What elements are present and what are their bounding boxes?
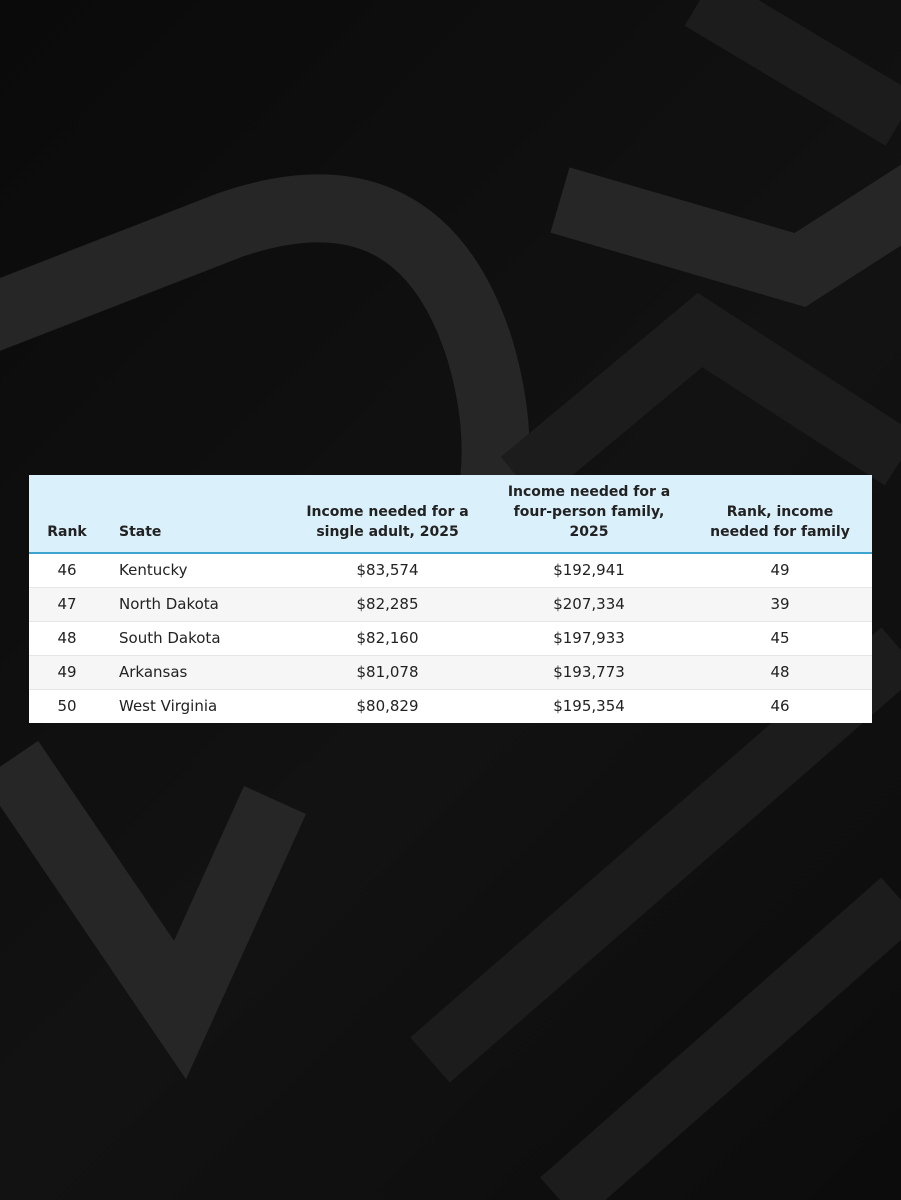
cell-single-adult-income: $83,574 bbox=[356, 561, 419, 580]
cell-family-rank: 39 bbox=[770, 595, 790, 613]
cell-rank: 49 bbox=[57, 663, 77, 681]
background-chevron-right bbox=[550, 164, 901, 307]
background-diagonal-lower bbox=[540, 877, 901, 1200]
cell-single-adult-income: $80,829 bbox=[356, 697, 419, 716]
header-row: Rank State Income needed for a single ad… bbox=[29, 475, 872, 554]
cell-state: Arkansas bbox=[119, 663, 188, 681]
background-diagonal-top bbox=[684, 0, 901, 146]
column-header-family-rank: Rank, income needed for family bbox=[688, 475, 872, 554]
cell-family-rank: 48 bbox=[770, 663, 790, 681]
table-row: 47 North Dakota $82,285 $207,334 39 bbox=[29, 587, 872, 621]
cell-family-income: $193,773 bbox=[553, 663, 625, 681]
cell-state: North Dakota bbox=[119, 595, 219, 613]
cell-rank: 48 bbox=[57, 629, 77, 647]
cell-family-rank: 46 bbox=[770, 697, 790, 716]
background-chevron-left bbox=[0, 740, 306, 1080]
cell-family-income: $207,334 bbox=[553, 595, 625, 613]
cell-state: South Dakota bbox=[119, 629, 221, 647]
income-table-card: Rank State Income needed for a single ad… bbox=[29, 475, 872, 723]
cell-rank: 50 bbox=[57, 697, 77, 716]
table-header: Rank State Income needed for a single ad… bbox=[29, 475, 872, 554]
cell-rank: 46 bbox=[57, 561, 77, 580]
cell-family-income: $197,933 bbox=[553, 629, 625, 647]
column-header-state: State bbox=[105, 475, 285, 554]
column-header-single-adult-income: Income needed for a single adult, 2025 bbox=[285, 475, 490, 554]
cell-single-adult-income: $82,285 bbox=[356, 595, 419, 613]
cell-state: Kentucky bbox=[119, 561, 188, 580]
table-row: 48 South Dakota $82,160 $197,933 45 bbox=[29, 621, 872, 655]
table-row: 50 West Virginia $80,829 $195,354 46 bbox=[29, 689, 872, 723]
cell-single-adult-income: $82,160 bbox=[356, 629, 419, 647]
table-row: 49 Arkansas $81,078 $193,773 48 bbox=[29, 655, 872, 689]
income-table: Rank State Income needed for a single ad… bbox=[29, 475, 872, 723]
cell-family-income: $192,941 bbox=[553, 561, 625, 580]
cell-family-income: $195,354 bbox=[553, 697, 625, 716]
cell-state: West Virginia bbox=[119, 697, 218, 716]
cell-single-adult-income: $81,078 bbox=[356, 663, 419, 681]
cell-family-rank: 49 bbox=[770, 561, 790, 580]
background-diagonal-mid bbox=[500, 292, 901, 504]
column-header-rank: Rank bbox=[29, 475, 105, 554]
cell-family-rank: 45 bbox=[770, 629, 790, 647]
cell-rank: 47 bbox=[57, 595, 77, 613]
column-header-family-income: Income needed for a four-person family, … bbox=[490, 475, 688, 554]
table-row: 46 Kentucky $83,574 $192,941 49 bbox=[29, 553, 872, 587]
table-body: 46 Kentucky $83,574 $192,941 49 47 North… bbox=[29, 553, 872, 723]
